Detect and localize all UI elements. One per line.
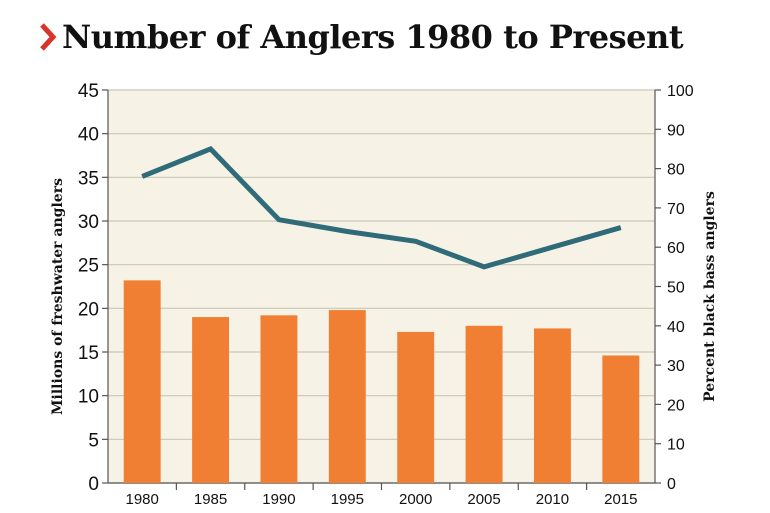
y-right-tick-label: 80 (667, 162, 685, 179)
y-right-tick-label: 20 (667, 397, 685, 414)
x-tick-label: 1985 (194, 491, 227, 508)
y-right-tick-label: 90 (667, 122, 685, 139)
line-series (141, 146, 622, 270)
y-left-tick-label: 15 (78, 343, 99, 364)
x-tick-label: 1990 (262, 491, 295, 508)
y-right-tick-label: 100 (667, 83, 694, 100)
bar-1990 (260, 315, 298, 483)
y-right-tick-label: 70 (667, 201, 685, 218)
y-left-tick-label: 35 (78, 168, 99, 189)
x-tick-label: 1980 (126, 491, 159, 508)
bar-1985 (192, 317, 230, 483)
y-left-tick-label: 30 (78, 212, 99, 233)
y-left-tick-label: 10 (78, 387, 99, 408)
bar-1980 (123, 280, 161, 483)
bar-1995 (328, 310, 366, 483)
y-left-tick-label: 25 (78, 256, 99, 277)
y-right-axis-label: Percent black bass anglers (702, 191, 718, 402)
y-right-tick-label: 50 (667, 280, 685, 297)
x-tick-label: 2000 (399, 491, 432, 508)
bar-2015 (602, 355, 640, 483)
y-left-tick-label: 45 (78, 81, 99, 102)
y-right-tick-label: 10 (667, 437, 685, 454)
bar-2000 (397, 331, 435, 483)
y-right-tick-label: 30 (667, 358, 685, 375)
x-tick-label: 2005 (467, 491, 500, 508)
y-right-tick-label: 60 (667, 240, 685, 257)
y-right-tick-label: 0 (667, 476, 676, 493)
y-left-tick-label: 40 (78, 125, 99, 146)
x-tick-label: 2015 (604, 491, 637, 508)
bar-2010 (533, 328, 571, 483)
y-left-tick-label: 5 (88, 430, 99, 451)
chevron-right-icon (40, 23, 57, 51)
x-tick-label: 1995 (331, 491, 364, 508)
chart-title: Number of Anglers 1980 to Present (62, 18, 684, 56)
y-left-tick-label: 20 (78, 299, 99, 320)
x-tick-label: 2010 (536, 491, 569, 508)
plot-background (108, 90, 655, 483)
y-left-tick-label: 0 (88, 474, 99, 495)
chart-title-container: Number of Anglers 1980 to Present (38, 14, 684, 60)
y-right-tick-label: 40 (667, 319, 685, 336)
y-left-axis-label: Millions of freshwater anglers (50, 178, 66, 415)
bar-2005 (465, 325, 503, 483)
